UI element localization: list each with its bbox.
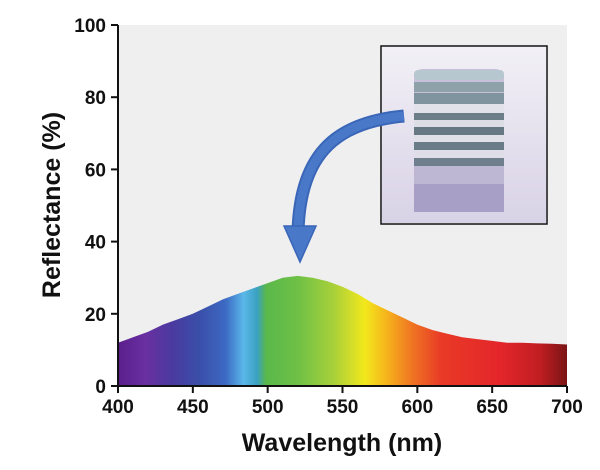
y-tick-label: 80 — [85, 88, 106, 109]
x-tick-label: 550 — [327, 397, 359, 418]
y-tick-label: 0 — [95, 377, 106, 398]
y-axis-title: Reflectance (%) — [38, 112, 66, 298]
inset-photo — [380, 45, 548, 225]
x-tick-label: 500 — [252, 397, 284, 418]
x-tick-label: 650 — [476, 397, 508, 418]
y-tick-label: 20 — [85, 305, 106, 326]
x-tick-label: 600 — [401, 397, 433, 418]
y-tick-label: 60 — [85, 160, 106, 181]
x-axis-title: Wavelength (nm) — [242, 429, 442, 457]
x-tick-label: 450 — [177, 397, 209, 418]
striped-sample-image — [414, 69, 504, 212]
y-axis-ticks: 0 20 40 60 80 100 — [74, 16, 118, 398]
y-tick-label: 40 — [85, 233, 106, 254]
reflectance-spectrum-area — [118, 275, 567, 386]
x-axis-ticks: 400 450 500 550 600 650 700 — [102, 386, 583, 418]
y-tick-label: 100 — [74, 16, 106, 37]
x-tick-label: 700 — [551, 397, 583, 418]
x-tick-label: 400 — [102, 397, 134, 418]
curved-arrow — [282, 109, 405, 264]
